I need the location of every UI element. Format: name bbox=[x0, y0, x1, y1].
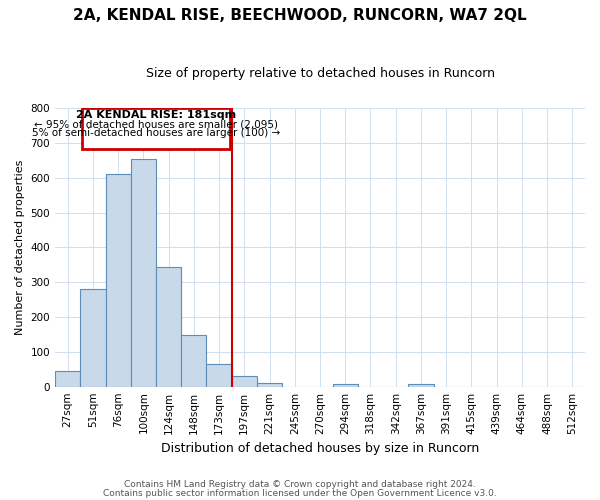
Bar bbox=[131, 158, 156, 386]
Bar bbox=[156, 266, 181, 386]
Y-axis label: Number of detached properties: Number of detached properties bbox=[15, 160, 25, 335]
FancyBboxPatch shape bbox=[82, 108, 230, 149]
Bar bbox=[257, 382, 282, 386]
X-axis label: Distribution of detached houses by size in Runcorn: Distribution of detached houses by size … bbox=[161, 442, 479, 455]
Bar bbox=[232, 376, 257, 386]
Bar bbox=[181, 335, 206, 386]
Bar bbox=[80, 289, 106, 386]
Bar bbox=[332, 384, 358, 386]
Bar bbox=[206, 364, 232, 386]
Text: 2A, KENDAL RISE, BEECHWOOD, RUNCORN, WA7 2QL: 2A, KENDAL RISE, BEECHWOOD, RUNCORN, WA7… bbox=[73, 8, 527, 22]
Bar bbox=[55, 371, 80, 386]
Text: 2A KENDAL RISE: 181sqm: 2A KENDAL RISE: 181sqm bbox=[76, 110, 236, 120]
Text: Contains HM Land Registry data © Crown copyright and database right 2024.: Contains HM Land Registry data © Crown c… bbox=[124, 480, 476, 489]
Text: Contains public sector information licensed under the Open Government Licence v3: Contains public sector information licen… bbox=[103, 490, 497, 498]
Text: ← 95% of detached houses are smaller (2,095): ← 95% of detached houses are smaller (2,… bbox=[34, 119, 278, 129]
Bar bbox=[409, 384, 434, 386]
Title: Size of property relative to detached houses in Runcorn: Size of property relative to detached ho… bbox=[146, 68, 494, 80]
Text: 5% of semi-detached houses are larger (100) →: 5% of semi-detached houses are larger (1… bbox=[32, 128, 280, 138]
Bar bbox=[106, 174, 131, 386]
